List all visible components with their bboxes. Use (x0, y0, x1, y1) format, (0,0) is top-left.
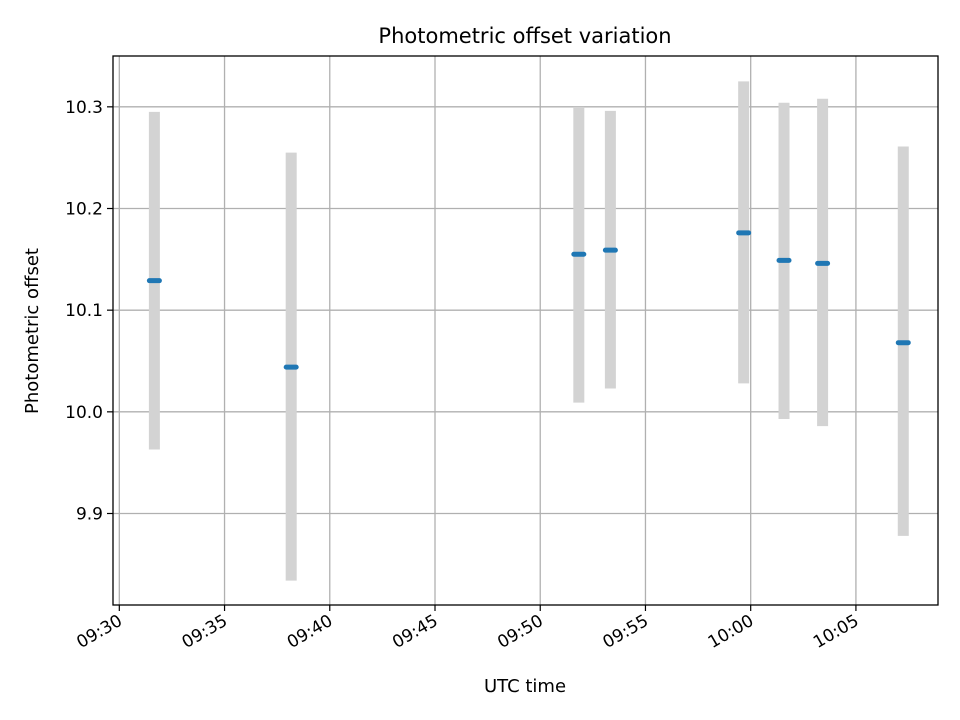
y-tick-label: 10.0 (65, 403, 103, 423)
y-tick-label: 10.2 (65, 200, 103, 220)
chart-title: Photometric offset variation (378, 24, 671, 48)
plot-frame (112, 55, 939, 606)
grid (113, 56, 938, 605)
y-axis-label: Photometric offset (22, 248, 43, 414)
y-tick-label: 10.3 (65, 98, 103, 118)
x-axis-label: UTC time (484, 676, 566, 697)
y-axis: 9.9 10.0 10.1 10.2 10.3 (65, 98, 113, 525)
data-points (146, 230, 911, 370)
y-tick-label: 9.9 (76, 505, 103, 525)
y-tick-label: 10.1 (65, 301, 103, 321)
